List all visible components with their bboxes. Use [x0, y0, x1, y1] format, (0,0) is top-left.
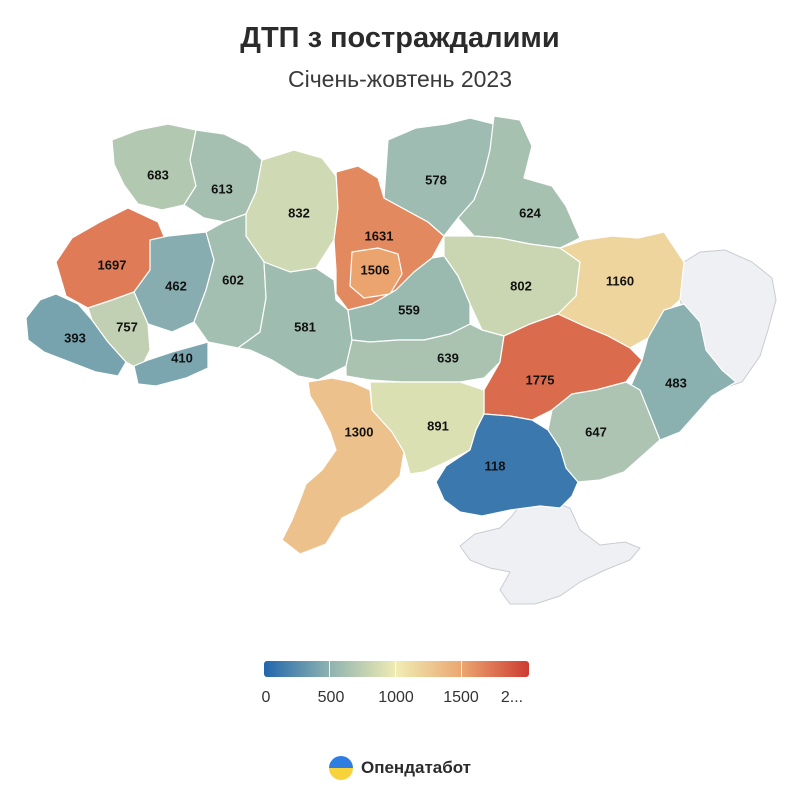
region-value-kherson: 118	[485, 458, 506, 473]
region-value-ternopil: 462	[165, 278, 187, 293]
region-value-kyiv-city: 1506	[361, 262, 390, 277]
region-value-odesa: 1300	[345, 424, 374, 439]
region-value-rivne: 613	[211, 181, 233, 196]
region-kyiv-city	[349, 247, 403, 299]
legend-label-1000: 1000	[378, 689, 414, 706]
region-value-dnipropetrovsk: 1775	[526, 372, 555, 387]
region-luhansk	[629, 303, 737, 441]
region-value-chernihiv: 578	[425, 172, 447, 187]
map-subtitle: Січень-жовтень 2023	[287, 66, 513, 92]
brand: Опендатабот	[0, 756, 800, 780]
region-value-kirovohrad: 639	[437, 350, 459, 365]
region-value-kharkiv: 1160	[606, 273, 634, 288]
region-crimea-nodata	[459, 499, 641, 605]
legend-tick	[461, 661, 462, 677]
region-value-sumy: 624	[519, 205, 541, 220]
region-kherson	[435, 413, 579, 517]
legend-label-500: 500	[317, 689, 345, 706]
region-value-zakarpattia: 393	[64, 330, 86, 345]
region-value-ivano-frankivsk: 757	[116, 319, 138, 334]
region-value-khmelnytskyi: 602	[222, 272, 244, 287]
region-value-kyiv-oblast: 1631	[365, 228, 394, 243]
region-value-mykolaiv: 891	[427, 418, 449, 433]
region-value-chernivtsi: 410	[171, 350, 193, 365]
region-value-poltava: 802	[510, 278, 532, 293]
region-value-cherkasy: 559	[398, 302, 420, 317]
region-value-lviv: 1697	[98, 257, 127, 272]
region-value-volyn: 683	[147, 167, 169, 182]
region-ivano-frankivsk	[87, 291, 151, 371]
region-value-luhansk: 483	[665, 375, 687, 390]
legend-tick	[329, 661, 330, 677]
legend-label-1500: 1500	[443, 689, 479, 706]
legend-label-2000: 2...	[500, 689, 524, 706]
region-value-zaporizhzhia: 647	[585, 424, 607, 439]
region-value-zhytomyr: 832	[288, 205, 310, 220]
region-value-vinnytsia: 581	[294, 319, 316, 334]
brand-name: Опендатабот	[360, 758, 472, 777]
legend-label-0: 0	[261, 689, 271, 706]
legend-color-bar	[264, 661, 529, 677]
map-title: ДТП з постраждалими	[240, 22, 560, 54]
legend-tick	[395, 661, 396, 677]
region-chernivtsi	[133, 341, 209, 387]
region-vinnytsia	[237, 261, 353, 381]
opendatabot-logo-icon	[328, 756, 353, 780]
